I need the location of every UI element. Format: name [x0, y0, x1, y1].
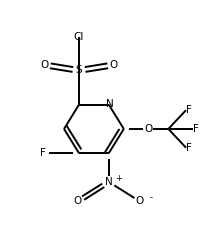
- Text: O: O: [109, 60, 117, 70]
- Text: F: F: [193, 124, 199, 134]
- Text: +: +: [115, 174, 122, 183]
- Text: O: O: [41, 60, 49, 70]
- Text: F: F: [40, 148, 46, 158]
- Text: O: O: [144, 124, 152, 134]
- Text: N: N: [106, 99, 114, 109]
- Text: F: F: [186, 105, 192, 115]
- Text: N: N: [105, 177, 113, 187]
- Text: -: -: [149, 193, 152, 202]
- Text: O: O: [136, 196, 144, 206]
- Text: F: F: [186, 143, 192, 153]
- Text: S: S: [76, 65, 82, 75]
- Text: Cl: Cl: [74, 32, 84, 42]
- Text: O: O: [74, 196, 82, 206]
